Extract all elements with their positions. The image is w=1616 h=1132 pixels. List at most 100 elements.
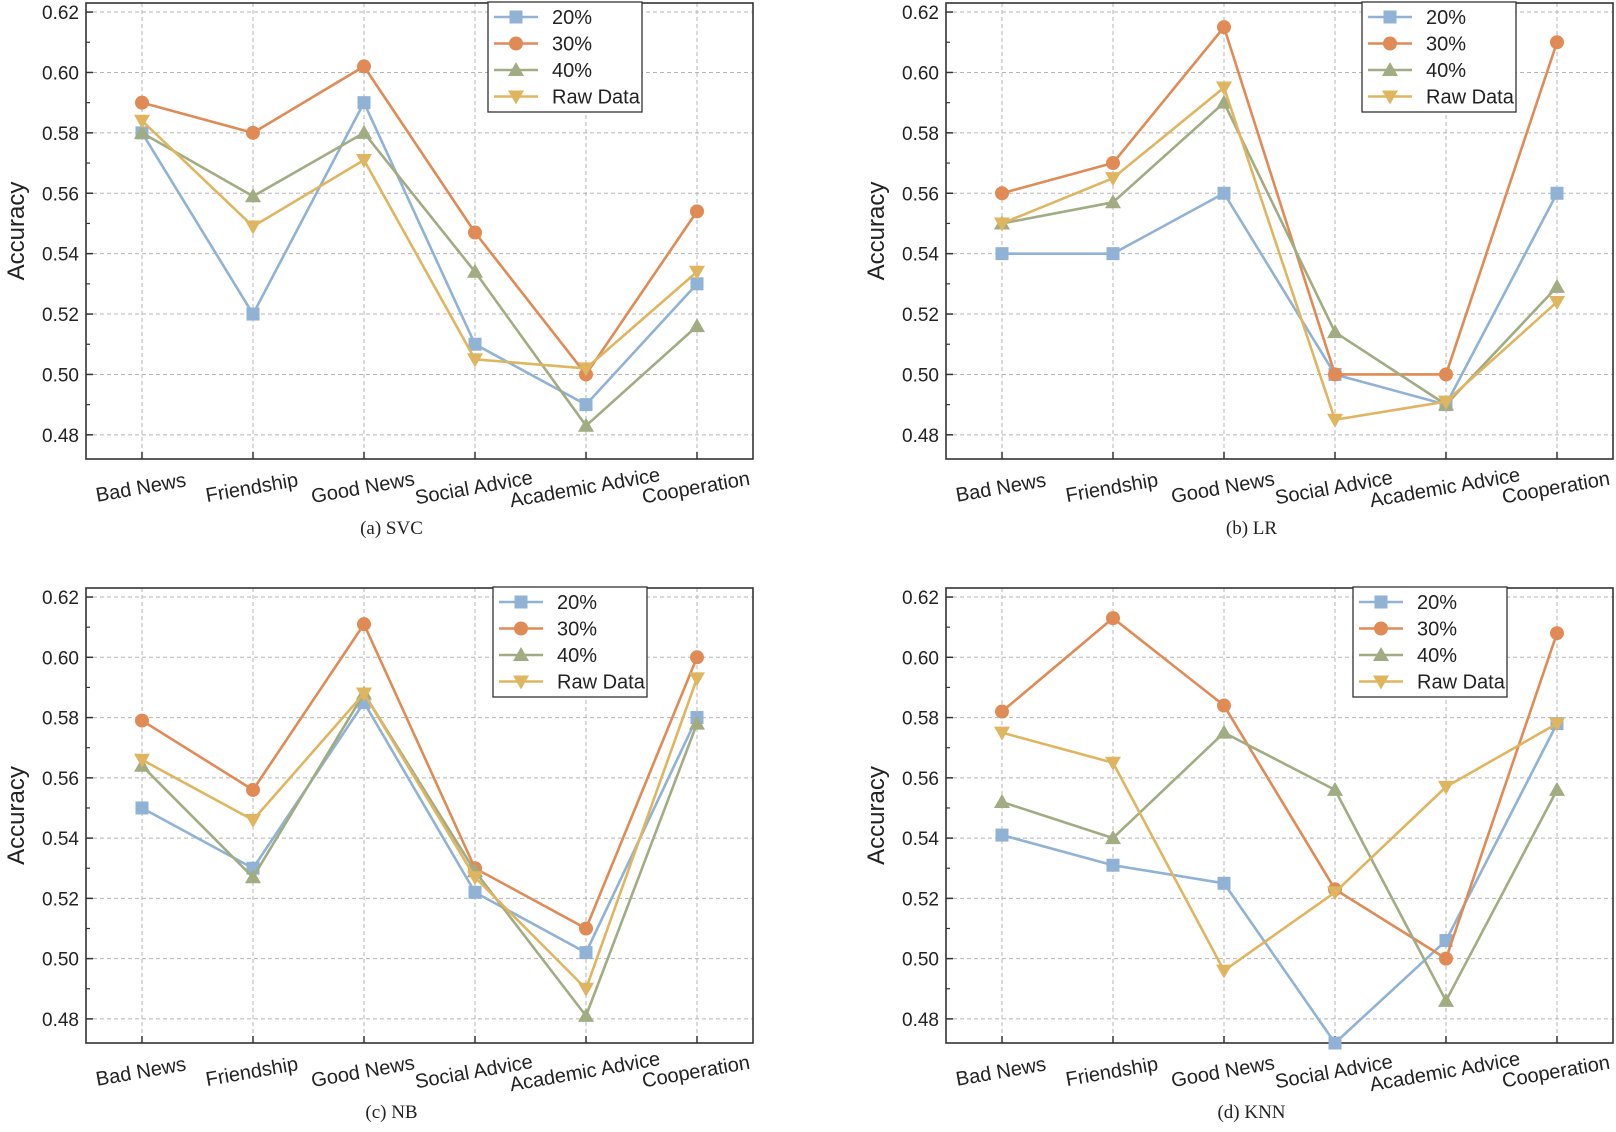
- panel-caption: (a) SVC: [360, 518, 423, 539]
- data-point: [1550, 186, 1564, 200]
- y-tick-label: 0.56: [902, 184, 939, 205]
- y-tick-label: 0.60: [902, 63, 939, 84]
- data-point: [135, 95, 149, 110]
- x-tick-label: Good News: [1170, 468, 1277, 508]
- y-tick-label: 0.50: [902, 365, 939, 386]
- legend-marker: [513, 647, 529, 661]
- y-tick-label: 0.54: [902, 245, 939, 266]
- legend-marker: [1373, 647, 1389, 661]
- data-point: [356, 154, 372, 169]
- y-tick-label: 0.56: [42, 769, 79, 790]
- y-tick-label: 0.60: [902, 648, 939, 669]
- data-point: [356, 124, 372, 139]
- y-tick-label: 0.58: [902, 709, 939, 730]
- data-point: [578, 1007, 594, 1022]
- legend-label: 40%: [557, 645, 597, 667]
- data-point: [468, 885, 482, 899]
- legend-label: 20%: [1426, 7, 1466, 29]
- x-tick-label: Friendship: [1064, 1053, 1160, 1091]
- y-tick-label: 0.52: [42, 889, 79, 910]
- data-point: [690, 277, 704, 291]
- data-point: [994, 726, 1010, 741]
- y-tick-label: 0.52: [42, 305, 79, 326]
- data-point: [1549, 717, 1565, 732]
- legend-label: 20%: [552, 7, 592, 29]
- x-tick-label: Good News: [310, 468, 417, 508]
- y-tick-label: 0.52: [902, 889, 939, 910]
- data-point: [356, 687, 372, 702]
- y-tick-label: 0.60: [42, 648, 79, 669]
- data-point: [245, 188, 261, 203]
- data-point: [135, 801, 149, 815]
- y-tick-label: 0.50: [902, 950, 939, 971]
- legend-marker: [508, 62, 524, 76]
- x-tick-label: Bad News: [94, 1053, 188, 1090]
- data-point: [579, 946, 593, 960]
- data-point: [357, 96, 371, 110]
- y-tick-label: 0.62: [42, 588, 79, 609]
- plot-frame: [85, 587, 754, 1044]
- x-tick-label: Bad News: [954, 1053, 1048, 1090]
- y-axis-title: Accuracy: [3, 182, 30, 281]
- data-point: [1549, 295, 1565, 310]
- legend-label: 30%: [557, 619, 597, 641]
- legend-label: 20%: [1417, 592, 1457, 614]
- legend-marker: [1383, 10, 1397, 24]
- legend-label: Raw Data: [552, 87, 641, 109]
- data-point: [1327, 886, 1343, 901]
- legend-marker: [1373, 675, 1389, 690]
- legend-marker: [1374, 621, 1388, 636]
- data-point: [1438, 992, 1454, 1007]
- y-tick-label: 0.56: [42, 184, 79, 205]
- chart-panel-3: 0.48 0.50 0.52 0.54 0.56 0.58 0.60 0.62 Bad News…: [3, 586, 754, 1123]
- plot-frame: [945, 2, 1614, 460]
- data-point: [245, 814, 261, 829]
- series-line-2: [141, 622, 699, 930]
- series-line-4: [1001, 722, 1558, 972]
- y-tick-label: 0.48: [902, 1010, 939, 1031]
- x-tick-label: Friendship: [204, 1053, 300, 1091]
- x-tick-label: Bad News: [94, 469, 188, 506]
- y-tick-label: 0.62: [902, 3, 939, 24]
- legend-marker: [1374, 595, 1388, 609]
- chart-panel-2: 0.48 0.50 0.52 0.54 0.56 0.58 0.60 0.62 Bad News…: [863, 1, 1614, 539]
- data-point: [578, 417, 594, 432]
- legend-marker: [513, 675, 529, 690]
- y-tick-label: 0.48: [42, 426, 79, 447]
- series-line-2: [1001, 616, 1559, 960]
- data-point: [1439, 367, 1453, 382]
- series-line-2: [1001, 25, 1559, 376]
- legend: 20% 30% 40% Raw Data: [492, 586, 648, 698]
- y-tick-label: 0.62: [902, 588, 939, 609]
- panel-caption: (b) LR: [1226, 518, 1278, 539]
- legend-label: 20%: [557, 592, 597, 614]
- data-point: [578, 362, 594, 377]
- y-tick-label: 0.54: [902, 829, 939, 850]
- data-point: [1328, 367, 1342, 382]
- series-line-4: [141, 677, 699, 991]
- x-tick-label: Friendship: [204, 469, 300, 507]
- data-point: [1106, 611, 1120, 626]
- panel-caption: (c) NB: [365, 1102, 417, 1123]
- data-point: [1106, 858, 1120, 872]
- data-point: [1217, 876, 1231, 890]
- data-point: [1217, 698, 1231, 713]
- data-point: [134, 753, 150, 768]
- y-tick-label: 0.54: [42, 829, 79, 850]
- data-point: [467, 263, 483, 278]
- y-axis-title: Accuracy: [3, 766, 30, 865]
- data-point: [689, 715, 705, 730]
- legend-label: 40%: [552, 60, 592, 82]
- y-tick-label: 0.52: [902, 305, 939, 326]
- legend-marker: [508, 90, 524, 105]
- data-point: [994, 793, 1010, 808]
- data-point: [1327, 781, 1343, 796]
- data-point: [134, 124, 150, 139]
- data-point: [689, 265, 705, 280]
- chart-panel-4: 0.48 0.50 0.52 0.54 0.56 0.58 0.60 0.62 Bad News…: [863, 586, 1614, 1123]
- data-point: [246, 782, 260, 797]
- plot-frame: [85, 2, 754, 460]
- y-tick-label: 0.48: [902, 426, 939, 447]
- legend-marker: [509, 36, 523, 51]
- y-tick-label: 0.58: [902, 124, 939, 145]
